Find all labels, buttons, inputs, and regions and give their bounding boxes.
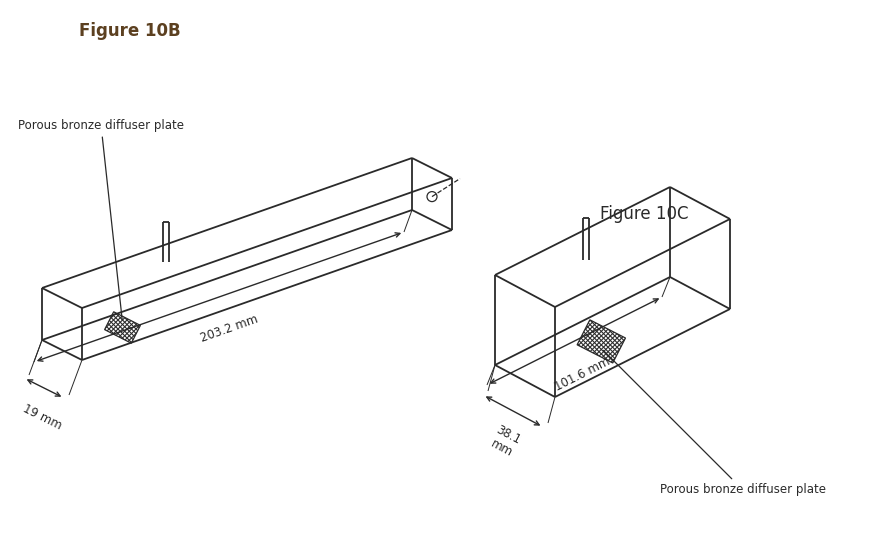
Text: 203.2 mm: 203.2 mm	[198, 313, 260, 345]
Text: 101.6 mm: 101.6 mm	[552, 355, 611, 394]
Text: Figure 10B: Figure 10B	[79, 22, 181, 40]
Text: Porous bronze diffuser plate: Porous bronze diffuser plate	[18, 119, 184, 320]
Text: Porous bronze diffuser plate: Porous bronze diffuser plate	[602, 351, 825, 497]
Text: 19 mm: 19 mm	[20, 402, 63, 432]
Text: Figure 10C: Figure 10C	[599, 205, 688, 223]
Text: 38.1
mm: 38.1 mm	[487, 423, 523, 460]
